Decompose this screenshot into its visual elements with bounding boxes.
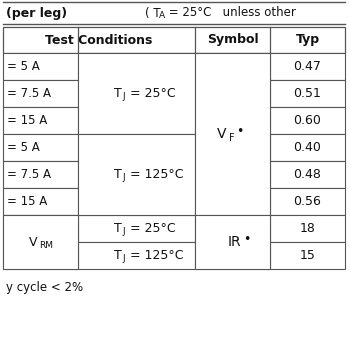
Text: 18: 18 <box>300 222 315 235</box>
Bar <box>78 53 195 134</box>
Bar <box>195 53 270 215</box>
Text: = 5 A: = 5 A <box>7 141 40 154</box>
Text: T: T <box>114 87 122 100</box>
Text: •: • <box>244 232 251 245</box>
Text: = 15 A: = 15 A <box>7 195 47 208</box>
Bar <box>79 54 194 133</box>
Text: J: J <box>122 254 125 263</box>
Text: = 125°C: = 125°C <box>130 249 183 262</box>
Bar <box>3 188 345 215</box>
Text: 0.47: 0.47 <box>294 60 321 73</box>
Text: •: • <box>237 125 244 138</box>
Bar <box>3 134 345 161</box>
Text: V: V <box>29 236 37 248</box>
Text: 0.48: 0.48 <box>294 168 321 181</box>
Bar <box>3 161 345 188</box>
Text: 0.56: 0.56 <box>294 195 321 208</box>
Text: 15: 15 <box>300 249 315 262</box>
Text: = 7.5 A: = 7.5 A <box>7 87 51 100</box>
Text: = 15 A: = 15 A <box>7 114 47 127</box>
Text: J: J <box>122 92 125 101</box>
Bar <box>4 216 77 268</box>
Text: A: A <box>159 10 165 20</box>
Bar <box>195 215 270 269</box>
Bar <box>196 54 269 214</box>
Bar <box>196 216 269 268</box>
Text: Symbol: Symbol <box>207 34 258 47</box>
Text: 0.40: 0.40 <box>294 141 321 154</box>
Text: Typ: Typ <box>295 34 320 47</box>
Text: = 125°C: = 125°C <box>130 168 183 181</box>
Text: F: F <box>230 133 235 143</box>
Text: = 25°C: = 25°C <box>130 222 175 235</box>
Bar <box>3 2 345 24</box>
Bar <box>3 80 345 107</box>
Text: V: V <box>217 127 226 141</box>
Text: Test Conditions: Test Conditions <box>45 34 153 47</box>
Text: T: T <box>114 222 122 235</box>
Bar <box>3 215 78 269</box>
Text: (per leg): (per leg) <box>6 7 67 20</box>
Bar <box>3 107 345 134</box>
Text: 0.60: 0.60 <box>294 114 321 127</box>
Text: = 25°C   unless other: = 25°C unless other <box>165 7 296 20</box>
Text: T: T <box>114 168 122 181</box>
Bar <box>3 215 345 242</box>
Text: J: J <box>122 227 125 236</box>
Text: T: T <box>114 249 122 262</box>
Text: 0.51: 0.51 <box>294 87 321 100</box>
Text: y cycle < 2%: y cycle < 2% <box>6 280 83 294</box>
Text: = 7.5 A: = 7.5 A <box>7 168 51 181</box>
Bar <box>3 53 345 80</box>
Text: J: J <box>122 173 125 182</box>
Text: ( T: ( T <box>145 7 161 20</box>
Bar <box>3 27 345 53</box>
Bar <box>79 135 194 214</box>
Text: = 25°C: = 25°C <box>130 87 175 100</box>
Bar <box>3 242 345 269</box>
Text: = 5 A: = 5 A <box>7 60 40 73</box>
Bar <box>78 134 195 215</box>
Text: IR: IR <box>228 235 241 249</box>
Text: RM: RM <box>40 240 54 250</box>
